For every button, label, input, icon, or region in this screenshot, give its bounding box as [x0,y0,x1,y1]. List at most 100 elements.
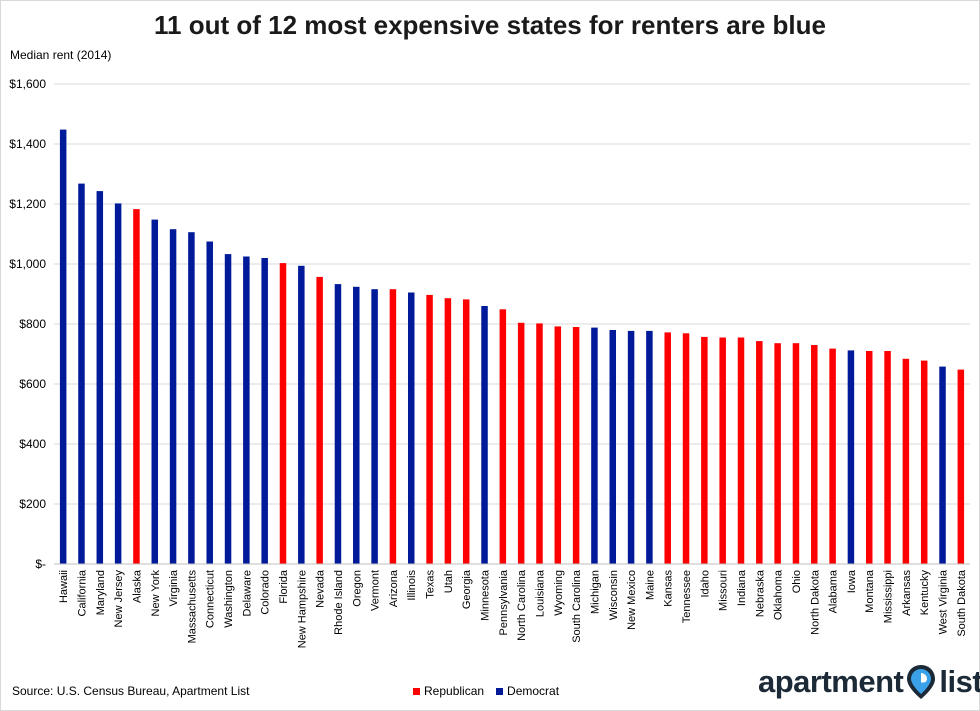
x-tick-label: South Carolina [571,569,583,643]
x-tick-label: Florida [278,569,290,604]
x-tick-label: Wisconsin [608,570,620,620]
legend-item-republican: Republican [413,684,484,698]
x-tick-label: Tennessee [681,570,693,623]
source-note: Source: U.S. Census Bureau, Apartment Li… [12,684,250,698]
bar-nevada [316,276,323,564]
x-tick-label: Arizona [388,569,400,607]
bar-wisconsin [609,330,617,564]
x-tick-label: Oklahoma [773,569,785,620]
bar-arizona [389,289,397,564]
y-axis-label: Median rent (2014) [10,48,112,62]
x-tick-label: Missouri [718,570,730,611]
x-tick-label: New Mexico [626,570,638,630]
bars [59,129,965,564]
x-tick-label: Maine [644,570,656,600]
bar-massachusetts [188,232,195,564]
x-tick-label: Alabama [828,569,840,613]
bar-idaho [701,336,708,564]
x-tick-label: Georgia [461,569,473,609]
x-tick-label: Arkansas [901,570,913,616]
bar-maine [646,330,653,564]
x-tick-label: Oregon [351,570,363,607]
bar-kansas [664,332,671,564]
bar-indiana [737,337,745,564]
bar-north-dakota [811,345,818,564]
bar-maryland [96,191,104,564]
legend: Republican Democrat [413,684,559,698]
bar-mississippi [884,351,891,564]
bar-oklahoma [774,343,781,564]
bar-ohio [792,343,800,564]
bar-virginia [169,229,177,564]
x-tick-label: North Dakota [809,569,821,635]
x-tick-label: Alaska [131,569,143,603]
y-tick-labels: $- $200 $400 $600 $800 $1,000 $1,200 $1,400 $1,6… [9,77,46,571]
bar-iowa [847,350,855,564]
x-tick-label: Mississippi [883,570,895,623]
x-tick-label: Rhode Island [333,570,345,635]
x-tick-label: Indiana [736,569,748,606]
x-tick-label: Kentucky [919,570,931,616]
legend-label-democrat: Democrat [507,684,560,698]
bar-alaska [133,209,140,564]
x-tick-label: Nevada [315,569,327,608]
x-tick-label: Delaware [241,570,253,616]
y-tick-label: $1,200 [9,197,46,211]
bar-delaware [243,256,250,564]
x-tick-label: Illinois [406,570,418,601]
bar-missouri [719,337,726,564]
bar-south-dakota [957,369,965,564]
logo-text-right: list [939,664,980,699]
bar-new-york [151,219,159,564]
bar-tennessee [682,333,690,564]
bar-connecticut [206,241,213,564]
bar-wyoming [554,326,562,564]
x-tick-label: Louisiana [534,569,546,617]
x-tick-label: Hawaii [58,570,70,603]
x-tick-label: Massachusetts [186,570,198,644]
bar-oregon [353,286,360,564]
y-tick-label: $1,600 [9,77,46,91]
x-tick-label: Washington [223,570,235,628]
bar-illinois [407,292,415,564]
y-tick-label: $200 [19,497,46,511]
bar-pennsylvania [499,309,507,564]
x-tick-label: Kansas [663,570,675,607]
bar-california [78,183,85,564]
x-tick-label: Utah [443,570,455,593]
bar-new-mexico [627,330,635,564]
legend-swatch-republican [413,687,420,695]
x-tick-label: Wyoming [553,570,565,616]
bar-south-carolina [572,327,580,564]
x-tick-label: Maryland [95,570,107,615]
bar-rhode-island [334,284,342,564]
legend-label-republican: Republican [424,684,485,698]
x-tick-label: California [76,569,88,616]
x-tick-label: North Carolina [516,569,528,641]
legend-item-democrat: Democrat [496,684,559,698]
y-tick-label: $1,400 [9,137,46,151]
bar-texas [426,294,433,564]
bar-washington [224,254,232,564]
x-tick-label: Texas [425,570,437,599]
x-tick-labels: Hawaii California Maryland New Jersey Alaska… [58,569,968,648]
x-tick-label: Iowa [846,569,858,593]
bar-georgia [462,299,470,564]
x-tick-label: Pennsylvania [498,569,510,635]
bar-louisiana [536,323,543,564]
legend-swatch-democrat [496,687,504,695]
x-tick-label: Nebraska [754,569,766,617]
bar-colorado [261,258,268,564]
bar-michigan [591,327,598,564]
bar-vermont [371,289,378,564]
bar-utah [444,298,452,564]
chart-title: 11 out of 12 most expensive states for r… [154,10,826,40]
apartment-list-logo: apartment list [758,664,980,700]
x-tick-label: New Hampshire [296,570,308,648]
bar-florida [279,263,287,564]
x-tick-label: Montana [864,569,876,613]
x-tick-label: New Jersey [113,570,125,628]
logo-text-left: apartment [758,664,904,699]
y-tick-label: $800 [19,317,46,331]
